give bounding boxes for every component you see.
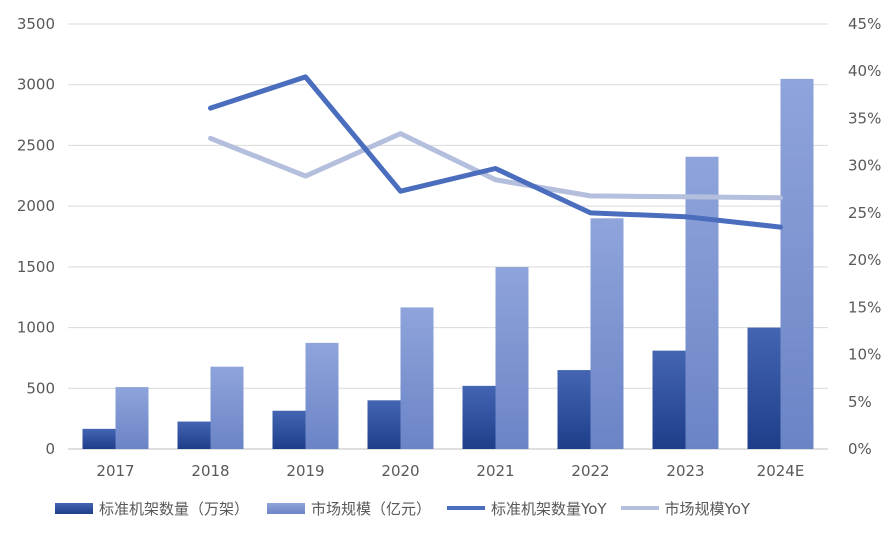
line-rack-yoy (208, 74, 783, 230)
x-tick-label: 2017 (96, 462, 134, 480)
left-tick-label: 2500 (17, 136, 55, 154)
bar-market-size (210, 366, 244, 449)
bar-market-size (305, 342, 339, 449)
right-tick-label: 35% (848, 109, 881, 127)
bar-market-size (400, 307, 434, 449)
x-tick-label: 2019 (286, 462, 324, 480)
x-axis-ticks: 2017 2018 2019 2020 2021 2022 2023 2024E (96, 462, 804, 480)
bars (82, 78, 814, 449)
right-tick-label: 40% (848, 62, 881, 80)
right-tick-label: 25% (848, 204, 881, 222)
legend-item-rack-count: 标准机架数量（万架） (55, 498, 249, 519)
bar-rack-count (272, 410, 306, 449)
bar-market-size (590, 218, 624, 449)
legend-item-market-size: 市场规模（亿元） (267, 498, 431, 519)
right-tick-label: 0% (848, 440, 872, 458)
left-tick-label: 3500 (17, 15, 55, 33)
right-tick-label: 5% (848, 393, 872, 411)
line-market-yoy (208, 131, 783, 201)
left-tick-label: 2000 (17, 197, 55, 215)
bar-rack-count (462, 385, 496, 449)
right-tick-label: 30% (848, 157, 881, 175)
left-tick-label: 500 (26, 379, 55, 397)
bar-market-size (115, 387, 149, 449)
left-tick-label: 1500 (17, 258, 55, 276)
legend-swatch-rack-count (55, 502, 93, 514)
bar-market-size (685, 156, 719, 449)
yoy-lines (208, 74, 783, 230)
legend-swatch-market-size (267, 502, 306, 514)
legend-label-rack-yoy: 标准机架数量YoY (491, 499, 607, 518)
legend-label-market-size: 市场规模（亿元） (311, 499, 432, 518)
x-tick-label: 2023 (666, 462, 704, 480)
bar-rack-count (557, 370, 591, 449)
right-tick-label: 15% (848, 298, 881, 316)
bar-rack-count (652, 350, 686, 449)
left-axis-ticks: 0 500 1000 1500 2000 2500 3000 3500 (17, 15, 55, 458)
right-tick-label: 20% (848, 251, 881, 269)
right-tick-label: 45% (848, 15, 881, 33)
combo-chart: 0 500 1000 1500 2000 2500 3000 3500 0% 5% 10% 15% 2… (17, 15, 882, 480)
legend: 标准机架数量（万架） 市场规模（亿元） 标准机架数量YoY 市场规模YoY (0, 493, 895, 523)
bar-rack-count (177, 421, 211, 449)
left-tick-label: 1000 (17, 319, 55, 337)
x-tick-label: 2020 (381, 462, 419, 480)
bar-market-size (780, 78, 814, 449)
left-tick-label: 0 (45, 440, 55, 458)
bar-market-size (495, 267, 529, 449)
gridlines (68, 23, 828, 450)
legend-swatch-market-yoy (620, 506, 659, 510)
legend-item-market-yoy: 市场规模YoY (620, 498, 751, 519)
legend-item-rack-yoy: 标准机架数量YoY (447, 498, 607, 519)
x-tick-label: 2018 (191, 462, 229, 480)
right-axis-ticks: 0% 5% 10% 15% 20% 25% 30% 35% 40% 45% (848, 15, 881, 458)
legend-swatch-rack-yoy (447, 506, 486, 510)
x-tick-label: 2024E (757, 462, 805, 480)
bar-rack-count (747, 327, 781, 449)
bar-rack-count (82, 428, 116, 449)
x-tick-label: 2022 (571, 462, 609, 480)
bar-rack-count (367, 400, 401, 449)
legend-label-rack-count: 标准机架数量（万架） (99, 499, 250, 518)
right-tick-label: 10% (848, 346, 881, 364)
legend-label-market-yoy: 市场规模YoY (664, 499, 751, 518)
x-tick-label: 2021 (476, 462, 514, 480)
left-tick-label: 3000 (17, 76, 55, 94)
